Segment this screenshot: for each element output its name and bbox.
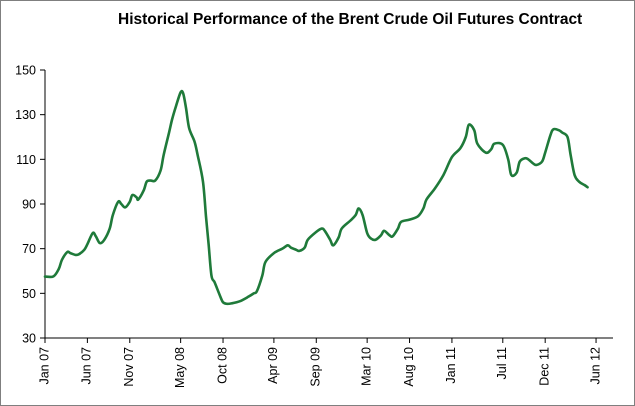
y-tick-label: 150 [15, 64, 36, 78]
x-tick-label: Jul 11 [495, 347, 509, 379]
y-tick-label: 70 [22, 242, 36, 256]
y-tick-label: 50 [22, 287, 36, 301]
x-tick-label: Jun 12 [588, 347, 602, 385]
x-tick-label: Oct 08 [215, 347, 229, 384]
x-tick-label: Jun 07 [80, 347, 94, 385]
y-tick-label: 30 [22, 332, 36, 346]
x-tick-label: Mar 10 [359, 347, 373, 386]
y-axis: 30 50 70 90 110 130 150 [15, 64, 46, 346]
x-tick-label: May 08 [173, 347, 187, 388]
x-tick-label: Nov 07 [122, 347, 136, 387]
x-tick-label: Dec 11 [537, 347, 551, 386]
x-tick-label: Jan 11 [444, 347, 458, 384]
y-tick-label: 130 [15, 108, 36, 122]
y-tick-label: 110 [16, 153, 36, 167]
x-axis: Jan 07 Jun 07 Nov 07 May 08 Oct 08 Apr 09 Sep … [37, 337, 613, 388]
chart-title: Historical Performance of the Brent Crud… [118, 11, 583, 28]
x-tick-label: Apr 09 [266, 347, 280, 384]
series-line [43, 89, 589, 306]
x-tick-label: Aug 10 [402, 347, 416, 387]
x-tick-label: Jan 07 [37, 347, 51, 385]
y-tick-label: 90 [22, 198, 36, 212]
x-tick-label: Sep 09 [309, 347, 323, 387]
